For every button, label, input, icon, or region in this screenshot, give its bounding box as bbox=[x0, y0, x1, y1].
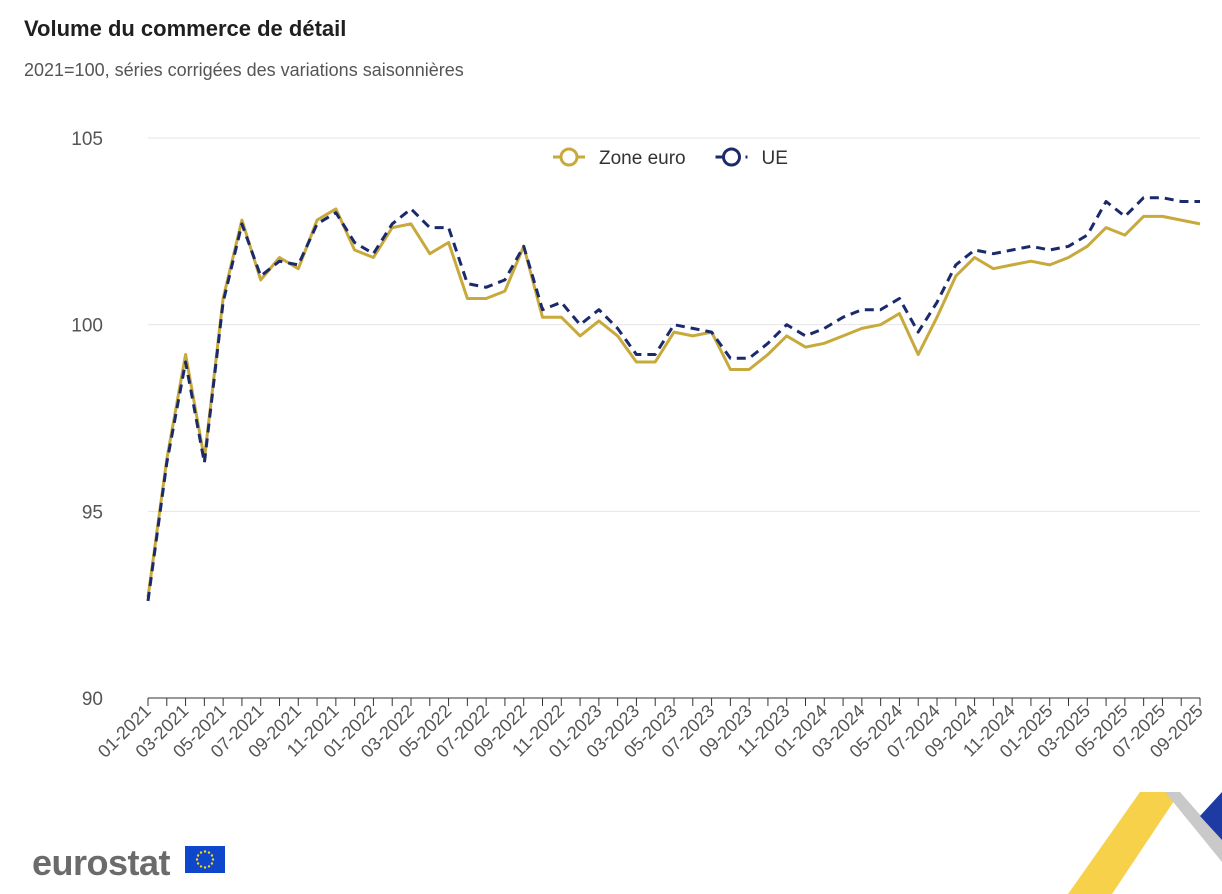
series-line-ue[interactable] bbox=[146, 196, 1200, 602]
series-lines bbox=[146, 196, 1201, 602]
eu-flag-icon bbox=[185, 846, 225, 873]
legend-label: Zone euro bbox=[599, 148, 686, 169]
grid-lines bbox=[148, 137, 1200, 512]
legend[interactable]: Zone euro UE bbox=[553, 147, 788, 169]
eurostat-logo: eurostat bbox=[32, 842, 171, 883]
y-tick-label: 105 bbox=[71, 129, 103, 150]
y-tick-label: 90 bbox=[82, 689, 103, 710]
series-line-zone-euro[interactable] bbox=[146, 207, 1201, 598]
chart-title: Volume du commerce de détail bbox=[24, 16, 347, 41]
y-axis: 90 95 100 105 bbox=[71, 129, 103, 710]
legend-label: UE bbox=[762, 148, 788, 169]
legend-item[interactable]: UE bbox=[715, 147, 788, 169]
y-tick-label: 95 bbox=[82, 502, 103, 523]
legend-item[interactable]: Zone euro bbox=[553, 147, 686, 169]
legend-marker bbox=[722, 147, 741, 167]
chart-subtitle: 2021=100, séries corrigées des variation… bbox=[24, 60, 464, 80]
y-tick-label: 100 bbox=[71, 316, 103, 337]
legend-marker bbox=[559, 147, 579, 167]
